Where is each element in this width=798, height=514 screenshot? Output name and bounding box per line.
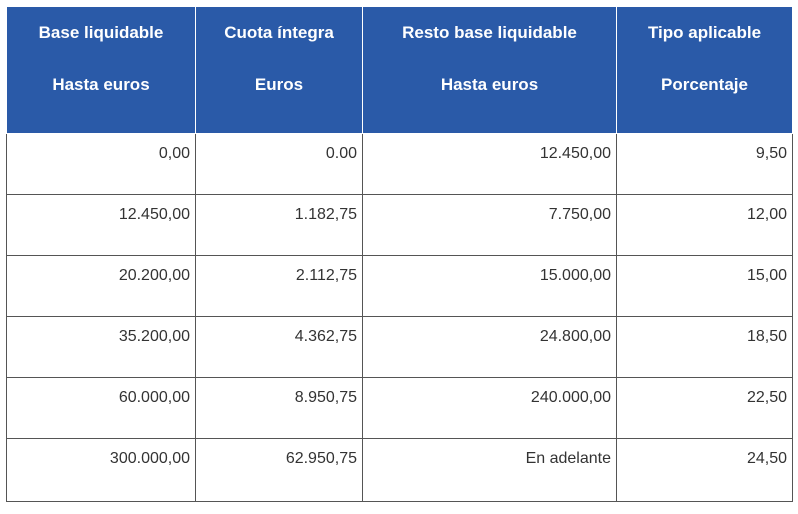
table-cell: 0.00 (195, 133, 363, 195)
table-cell: 9,50 (616, 133, 793, 195)
table-cell: 1.182,75 (195, 194, 363, 256)
table-cell: 300.000,00 (6, 438, 196, 502)
header-title: Tipo aplicable (647, 23, 762, 42)
table-cell: 20.200,00 (6, 255, 196, 317)
header-base-liquidable: Base liquidable Hasta euros (6, 6, 196, 134)
header-subtitle: Hasta euros (52, 75, 150, 94)
table-row: 300.000,00 62.950,75 En adelante 24,50 (6, 438, 793, 502)
table-cell: 22,50 (616, 377, 793, 439)
table-header-row: Base liquidable Hasta euros Cuota íntegr… (6, 6, 793, 134)
table-cell: 62.950,75 (195, 438, 363, 502)
table-cell: 12.450,00 (362, 133, 617, 195)
table-row: 60.000,00 8.950,75 240.000,00 22,50 (6, 377, 793, 439)
header-subtitle: Euros (254, 75, 304, 94)
table-cell: 18,50 (616, 316, 793, 378)
header-title: Resto base liquidable (402, 23, 577, 42)
header-title: Base liquidable (38, 23, 164, 42)
table-cell: 24.800,00 (362, 316, 617, 378)
table-cell: 15,00 (616, 255, 793, 317)
table-cell: 12.450,00 (6, 194, 196, 256)
table-row: 20.200,00 2.112,75 15.000,00 15,00 (6, 255, 793, 317)
table-cell: 15.000,00 (362, 255, 617, 317)
header-tipo-aplicable: Tipo aplicable Porcentaje (616, 6, 793, 134)
table-cell: 240.000,00 (362, 377, 617, 439)
table-cell: 35.200,00 (6, 316, 196, 378)
header-subtitle: Porcentaje (661, 75, 748, 94)
tax-rate-table: Base liquidable Hasta euros Cuota íntegr… (6, 6, 793, 502)
table-cell: 2.112,75 (195, 255, 363, 317)
table-cell: 60.000,00 (6, 377, 196, 439)
table-row: 12.450,00 1.182,75 7.750,00 12,00 (6, 194, 793, 256)
header-subtitle: Hasta euros (440, 75, 539, 94)
table-cell: 7.750,00 (362, 194, 617, 256)
header-resto-base: Resto base liquidable Hasta euros (362, 6, 617, 134)
tax-table-container: Base liquidable Hasta euros Cuota íntegr… (6, 6, 793, 502)
header-title: Cuota íntegra (224, 23, 334, 42)
table-row: 0,00 0.00 12.450,00 9,50 (6, 133, 793, 195)
table-cell: 0,00 (6, 133, 196, 195)
header-cuota-integra: Cuota íntegra Euros (195, 6, 363, 134)
table-cell: En adelante (362, 438, 617, 502)
table-row: 35.200,00 4.362,75 24.800,00 18,50 (6, 316, 793, 378)
table-cell: 12,00 (616, 194, 793, 256)
table-cell: 4.362,75 (195, 316, 363, 378)
table-cell: 8.950,75 (195, 377, 363, 439)
table-cell: 24,50 (616, 438, 793, 502)
